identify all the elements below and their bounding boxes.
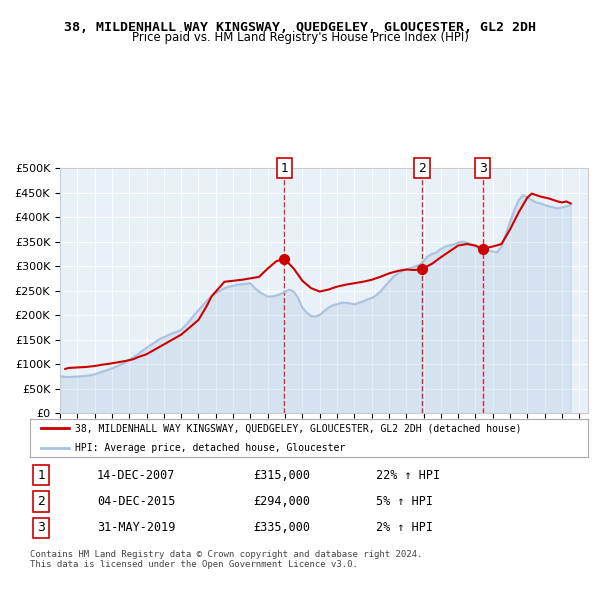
Text: 3: 3 xyxy=(479,162,487,175)
Text: Price paid vs. HM Land Registry's House Price Index (HPI): Price paid vs. HM Land Registry's House … xyxy=(131,31,469,44)
Text: 22% ↑ HPI: 22% ↑ HPI xyxy=(376,468,440,481)
Text: 31-MAY-2019: 31-MAY-2019 xyxy=(97,522,175,535)
Text: 1: 1 xyxy=(37,468,45,481)
Text: HPI: Average price, detached house, Gloucester: HPI: Average price, detached house, Glou… xyxy=(74,442,345,453)
Text: 5% ↑ HPI: 5% ↑ HPI xyxy=(376,495,433,508)
Text: £315,000: £315,000 xyxy=(253,468,310,481)
Text: 04-DEC-2015: 04-DEC-2015 xyxy=(97,495,175,508)
Text: 2: 2 xyxy=(37,495,45,508)
Text: 38, MILDENHALL WAY KINGSWAY, QUEDGELEY, GLOUCESTER, GL2 2DH: 38, MILDENHALL WAY KINGSWAY, QUEDGELEY, … xyxy=(64,21,536,34)
Text: £335,000: £335,000 xyxy=(253,522,310,535)
Text: 14-DEC-2007: 14-DEC-2007 xyxy=(97,468,175,481)
Text: Contains HM Land Registry data © Crown copyright and database right 2024.
This d: Contains HM Land Registry data © Crown c… xyxy=(30,550,422,569)
Text: 38, MILDENHALL WAY KINGSWAY, QUEDGELEY, GLOUCESTER, GL2 2DH (detached house): 38, MILDENHALL WAY KINGSWAY, QUEDGELEY, … xyxy=(74,424,521,434)
Text: 3: 3 xyxy=(37,522,45,535)
Text: £294,000: £294,000 xyxy=(253,495,310,508)
Text: 2% ↑ HPI: 2% ↑ HPI xyxy=(376,522,433,535)
Text: 1: 1 xyxy=(280,162,288,175)
Text: 2: 2 xyxy=(418,162,426,175)
